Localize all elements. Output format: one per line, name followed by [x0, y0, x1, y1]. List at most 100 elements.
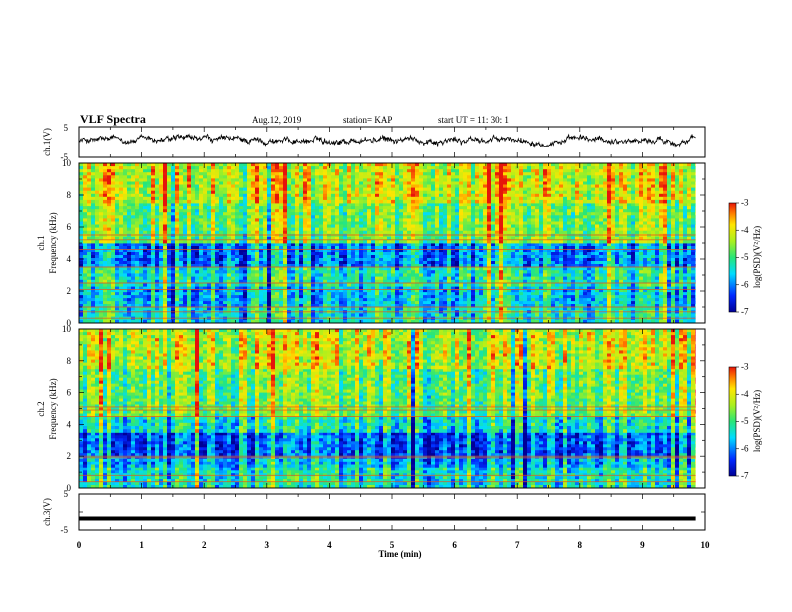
spectrogram-cell	[247, 276, 251, 281]
spectrogram-cell	[235, 246, 239, 250]
spectrogram-cell	[407, 243, 411, 247]
spectrogram-cell	[643, 264, 647, 268]
spectrogram-cell	[399, 209, 403, 213]
spectrogram-cell	[599, 307, 603, 311]
spectrogram-cell	[239, 203, 243, 207]
spectrogram-cell	[407, 301, 411, 305]
spectrogram-cell	[395, 276, 399, 281]
spectrogram-cell	[391, 286, 395, 290]
spectrogram-cell	[539, 215, 543, 219]
spectrogram-cell	[187, 258, 191, 262]
spectrogram-cell	[163, 292, 167, 296]
spectrogram-cell	[519, 218, 523, 222]
spectrogram-cell	[87, 307, 91, 311]
spectrogram-cell	[467, 273, 471, 277]
spectrogram-cell	[539, 319, 543, 324]
spectrogram-cell	[79, 212, 83, 216]
spectrogram-cell	[251, 276, 255, 281]
spectrogram-cell	[607, 298, 611, 302]
spectrogram-cell	[563, 276, 567, 281]
spectrogram-cell	[187, 319, 191, 324]
spectrogram-cell	[243, 258, 247, 262]
spectrogram-cell	[483, 301, 487, 305]
spectrogram-cell	[543, 289, 547, 293]
spectrogram-cell	[675, 270, 679, 274]
spectrogram-cell	[371, 264, 375, 268]
spectrogram-cell	[687, 206, 691, 210]
spectrogram-cell	[207, 283, 211, 287]
spectrogram-cell	[351, 261, 355, 265]
spectrogram-cell	[443, 249, 447, 253]
spectrogram-cell	[511, 283, 515, 287]
spectrogram-cell	[95, 261, 99, 265]
spectrogram-cell	[459, 279, 463, 284]
spectrogram-cell	[615, 270, 619, 274]
spectrogram-cell	[575, 304, 579, 308]
spectrogram-cell	[311, 203, 315, 207]
spectrogram-cell	[211, 270, 215, 274]
spectrogram-cell	[643, 301, 647, 305]
spectrogram-cell	[623, 295, 627, 299]
spectrogram-cell	[551, 264, 555, 268]
spectrogram-cell	[399, 301, 403, 305]
spectrogram-cell	[143, 289, 147, 293]
spectrogram-cell	[227, 215, 231, 219]
spectrogram-cell	[91, 283, 95, 287]
spectrogram-cell	[83, 243, 87, 247]
spectrogram-cell	[307, 203, 311, 207]
spectrogram-cell	[639, 319, 643, 324]
spectrogram-cell	[147, 292, 151, 296]
spectrogram-cell	[527, 313, 531, 317]
spectrogram-cell	[383, 212, 387, 216]
spectrogram-cell	[523, 246, 527, 250]
spectrogram-cell	[543, 283, 547, 287]
spectrogram-cell	[499, 249, 503, 253]
spectrogram-cell	[507, 218, 511, 222]
spectrogram-cell	[355, 261, 359, 265]
spectrogram-cell	[603, 301, 607, 305]
spectrogram-cell	[339, 295, 343, 299]
spectrogram-cell	[399, 249, 403, 253]
spectrogram-cell	[203, 279, 207, 284]
spectrogram-cell	[587, 295, 591, 299]
spectrogram-cell	[399, 298, 403, 302]
spectrogram-cell	[427, 246, 431, 250]
spectrogram-cell	[491, 319, 495, 324]
spectrogram-cell	[259, 298, 263, 302]
spectrogram-cell	[587, 319, 591, 324]
spectrogram-cell	[219, 215, 223, 219]
spectrogram-cell	[455, 246, 459, 250]
spectrogram-cell	[367, 215, 371, 219]
spectrogram-cell	[359, 301, 363, 305]
spectrogram-cell	[235, 252, 239, 256]
spectrogram-cell	[423, 249, 427, 253]
spectrogram-cell	[555, 212, 559, 216]
spectrogram-cell	[119, 298, 123, 302]
spectrogram-cell	[531, 301, 535, 305]
spectrogram-cell	[567, 246, 571, 250]
spectrogram-cell	[487, 279, 491, 284]
spectrogram-cell	[287, 258, 291, 262]
spectrogram-cell	[243, 218, 247, 222]
spectrogram-cell	[555, 261, 559, 265]
spectrogram-cell	[311, 209, 315, 213]
spectrogram-cell	[479, 301, 483, 305]
spectrogram-cell	[435, 267, 439, 271]
spectrogram-cell	[523, 295, 527, 299]
spectrogram-cell	[415, 212, 419, 216]
spectrogram-cell	[235, 267, 239, 271]
spectrogram-cell	[567, 218, 571, 222]
spectrogram-cell	[291, 319, 295, 324]
spectrogram-cell	[315, 206, 319, 210]
spectrogram-cell	[363, 273, 367, 277]
spectrogram-cell	[675, 243, 679, 247]
spectrogram-cell	[299, 215, 303, 219]
spectrogram-cell	[555, 304, 559, 308]
spectrogram-cell	[687, 301, 691, 305]
spectrogram-cell	[403, 209, 407, 213]
spectrogram-cell	[343, 264, 347, 268]
spectrogram-cell	[455, 307, 459, 311]
spectrogram-cell	[219, 258, 223, 262]
spectrogram-cell	[463, 246, 467, 250]
spectrogram-cell	[279, 267, 283, 271]
